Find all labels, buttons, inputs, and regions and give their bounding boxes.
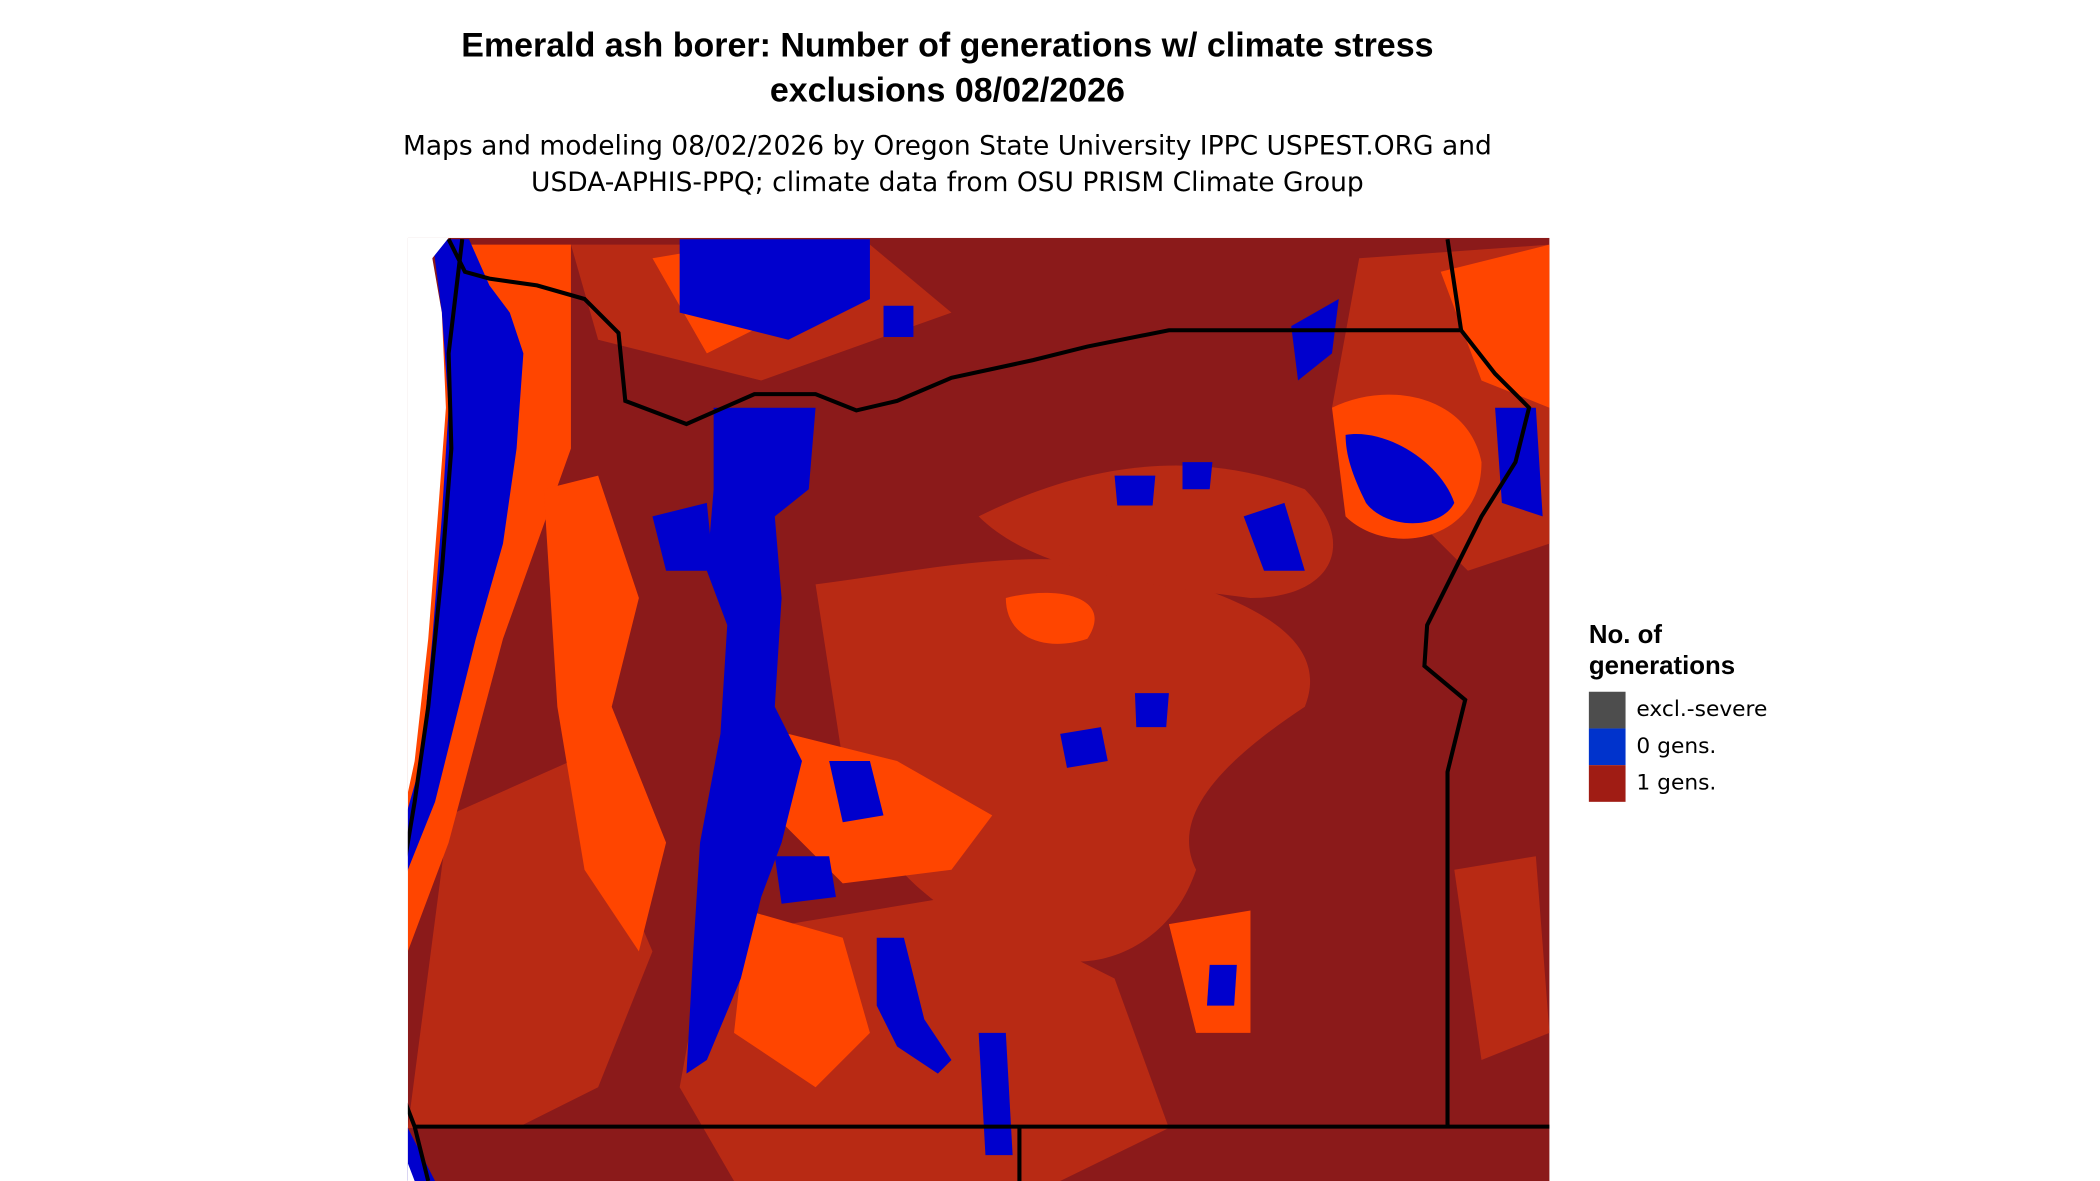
legend-title: No. of xyxy=(1589,621,1663,649)
title-line: exclusions 08/02/2026 xyxy=(770,71,1125,109)
map xyxy=(407,237,1550,1181)
blue-zones xyxy=(407,239,1543,1181)
ocean xyxy=(407,237,449,1181)
legend-swatch xyxy=(1588,728,1626,766)
legend-label: 1 gens. xyxy=(1636,770,1716,795)
legend-swatch xyxy=(1588,691,1626,729)
legend-label: excl.-severe xyxy=(1636,697,1767,722)
borders xyxy=(407,238,1550,1181)
subtitle-line: USDA-APHIS-PPQ; climate data from OSU PR… xyxy=(531,167,1364,198)
subtitle-line: Maps and modeling 08/02/2026 by Oregon S… xyxy=(403,130,1492,161)
legend-swatch xyxy=(1588,765,1626,802)
legend-label: 0 gens. xyxy=(1636,734,1716,759)
legend-title: generations xyxy=(1589,652,1735,680)
title-line: Emerald ash borer: Number of generations… xyxy=(461,27,1433,65)
legend: excl.-severe 0 gens. 1 gens. xyxy=(1588,691,1767,802)
